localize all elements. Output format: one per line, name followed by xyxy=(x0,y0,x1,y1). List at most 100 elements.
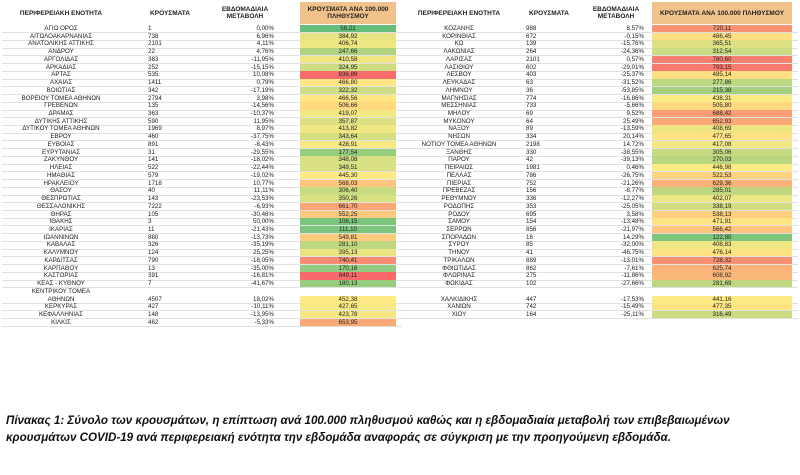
header-cases: ΚΡΟΥΣΜΑΤΑ xyxy=(529,9,569,17)
cases-cell: 427 xyxy=(148,303,159,311)
cases-cell: 326 xyxy=(148,241,159,249)
region-cell: ΑΝΑΤΟΛΙΚΗΣ ΑΤΤΙΚΗΣ xyxy=(28,40,94,48)
table-row: ΙΘΑΚΗΣ 3 50,00% 108,15 xyxy=(2,218,402,227)
row-divider xyxy=(402,39,798,41)
table-row: ΣΑΜΟΥ 154 -13,48% 471,91 xyxy=(402,218,798,227)
cases-cell: 135 xyxy=(148,102,159,110)
region-cell: ΑΡΓΟΛΙΔΑΣ xyxy=(43,55,79,63)
row-divider xyxy=(2,163,402,165)
weekly-change-cell: -8,43% xyxy=(254,140,274,148)
rate-cell: 122,80 xyxy=(652,233,792,242)
rate-cell: 652,93 xyxy=(652,117,792,126)
table-row: ΑΝΔΡΟΥ 22 4,76% 247,66 xyxy=(2,48,402,57)
weekly-change-cell: -14,56% xyxy=(250,102,274,110)
row-divider xyxy=(2,109,402,111)
rate-cell: 486,45 xyxy=(652,32,792,41)
region-cell: ΣΥΡΟΥ xyxy=(448,241,470,249)
cases-cell: 148 xyxy=(148,311,159,318)
cases-cell: 774 xyxy=(526,94,537,102)
row-divider xyxy=(2,63,402,65)
rate-cell: 338,19 xyxy=(652,202,792,211)
weekly-change-cell: -21,97% xyxy=(620,225,644,233)
rate-cell: 522,53 xyxy=(652,171,792,180)
cases-cell: 447 xyxy=(526,295,537,303)
cases-cell: 2101 xyxy=(148,40,162,48)
cases-cell: 102 xyxy=(526,280,537,288)
region-cell: ΑΓΙΟ ΟΡΟΣ xyxy=(44,25,78,32)
cases-cell: 63 xyxy=(526,79,533,87)
rate-cell: 285,01 xyxy=(652,187,792,196)
table-row: ΣΕΡΡΩΝ 856 -21,97% 566,42 xyxy=(402,225,798,235)
row-divider xyxy=(402,63,798,65)
cases-cell: 275 xyxy=(526,272,537,280)
cases-cell: 42 xyxy=(526,156,533,164)
table-row: ΕΒΡΟΥ 460 -37,75% 343,64 xyxy=(2,133,402,142)
row-divider xyxy=(2,155,402,157)
cases-cell: 3 xyxy=(148,218,152,226)
region-cell: ΜΑΓΝΗΣΙΑΣ xyxy=(441,94,477,102)
weekly-change-cell: 0,00% xyxy=(256,25,274,32)
rate-cell: 538,13 xyxy=(652,210,792,219)
row-divider xyxy=(402,264,798,266)
row-divider xyxy=(402,101,798,103)
cases-cell: 7222 xyxy=(148,202,162,210)
rate-cell: 281,69 xyxy=(652,280,792,288)
region-cell: ΡΕΘΥΜΝΟΥ xyxy=(441,195,477,203)
table-row: ΑΝΑΤΟΛΙΚΗΣ ΑΤΤΙΚΗΣ 2101 4,11% 406,74 xyxy=(2,40,402,49)
cases-cell: 752 xyxy=(526,179,537,187)
table-row: ΧΙΟΥ 164 -25,11% 316,49 xyxy=(402,311,798,320)
weekly-change-cell: 25,49% xyxy=(623,117,644,125)
cases-cell: 880 xyxy=(148,233,159,241)
table-row: ΚΕΡΚΥΡΑΣ 427 -10,11% 427,65 xyxy=(2,303,402,312)
region-cell: ΤΗΝΟΥ xyxy=(448,249,470,257)
weekly-change-cell: -17,19% xyxy=(250,86,274,94)
cases-cell: 2198 xyxy=(526,140,540,148)
weekly-change-cell: -6,93% xyxy=(254,202,274,210)
rate-cell: 108,15 xyxy=(300,218,396,226)
rate-cell: 419,07 xyxy=(300,110,396,118)
region-cell: ΛΑΚΩΝΙΑΣ xyxy=(443,48,475,56)
rate-cell: 281,10 xyxy=(300,241,396,250)
row-divider xyxy=(2,148,402,150)
region-cell: ΚΑΡΔΙΤΣΑΣ xyxy=(44,256,78,264)
row-divider xyxy=(2,32,402,34)
row-divider xyxy=(402,86,798,88)
rate-cell: 505,80 xyxy=(652,102,792,111)
row-divider xyxy=(402,271,798,273)
rate-cell: 427,65 xyxy=(300,303,396,311)
table-row: ΛΑΡΙΣΑΣ 2101 0,57% 780,60 xyxy=(402,55,798,65)
region-cell: ΚΕΝΤΡΙΚΟΥ ΤΟΜΕΑ ΑΘΗΝΩΝ xyxy=(31,287,91,303)
row-divider xyxy=(402,55,798,57)
table-row: ΠΑΡΟΥ 42 -39,13% 270,03 xyxy=(402,156,798,165)
region-cell: ΗΛΕΙΑΣ xyxy=(49,164,73,172)
table-row: ΜΕΣΣΗΝΙΑΣ 733 -5,66% 505,80 xyxy=(402,102,798,111)
cases-cell: 139 xyxy=(526,40,537,48)
table-row: ΦΩΚΙΔΑΣ 102 -27,66% 281,69 xyxy=(402,280,798,289)
rate-cell: 780,60 xyxy=(652,55,792,64)
row-divider xyxy=(2,117,402,119)
row-divider xyxy=(402,217,798,219)
weekly-change-cell: -35,00% xyxy=(250,264,274,272)
region-cell: ΚΑΡΠΑΘΟΥ xyxy=(43,264,79,272)
row-divider xyxy=(2,124,402,126)
rate-cell: 485,14 xyxy=(652,71,792,80)
rate-cell: 357,87 xyxy=(300,117,396,126)
rate-cell: 568,03 xyxy=(300,179,396,188)
rate-cell: 413,82 xyxy=(300,125,396,134)
cases-cell: 742 xyxy=(526,303,537,311)
rate-cell: 471,91 xyxy=(652,218,792,226)
region-cell: ΦΩΚΙΔΑΣ xyxy=(445,280,473,288)
rate-cell: 408,69 xyxy=(652,125,792,134)
table-row: ΣΥΡΟΥ 85 -32,00% 408,83 xyxy=(402,241,798,250)
region-cell: ΡΟΔΟΥ xyxy=(448,210,470,218)
table-row: ΘΕΣΠΡΩΤΙΑΣ 143 -23,53% 350,26 xyxy=(2,195,402,204)
weekly-change-cell: 3,98% xyxy=(256,94,274,102)
rate-cell: 408,83 xyxy=(652,241,792,250)
region-cell: ΚΑΛΥΜΝΟΥ xyxy=(43,249,79,257)
row-divider xyxy=(2,256,402,258)
cases-cell: 590 xyxy=(148,117,159,125)
table-row: ΤΡΙΚΑΛΩΝ 889 -13,01% 728,32 xyxy=(402,256,798,266)
weekly-change-cell: -13,48% xyxy=(620,218,644,226)
table-row: ΑΓΙΟ ΟΡΟΣ 1 0,00% 56,21 xyxy=(2,25,402,34)
table-row: ΜΑΓΝΗΣΙΑΣ 774 -16,86% 438,31 xyxy=(402,94,798,103)
